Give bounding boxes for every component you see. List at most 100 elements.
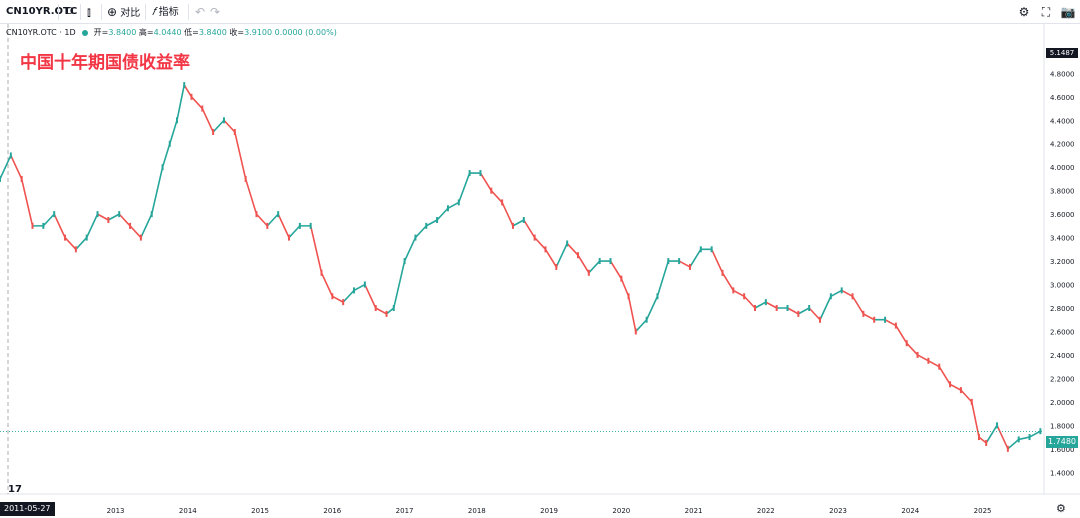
data-point <box>161 164 164 171</box>
data-point <box>645 316 648 323</box>
data-point <box>905 340 908 347</box>
data-point <box>634 328 637 335</box>
low-label: 低= <box>184 28 199 37</box>
data-point <box>667 258 670 265</box>
data-point <box>436 217 439 223</box>
data-point <box>277 211 280 218</box>
fx-icon: 𝑓 <box>152 5 156 18</box>
data-point <box>862 310 865 317</box>
data-point <box>331 293 334 300</box>
data-point <box>522 217 525 223</box>
high-value: 4.0440 <box>153 28 182 37</box>
data-point <box>938 363 941 370</box>
redo-icon[interactable]: ↷ <box>210 5 221 19</box>
camera-icon[interactable]: 📷 <box>1060 5 1076 19</box>
data-point <box>96 211 99 218</box>
data-point <box>150 211 153 218</box>
last-price-badge: 1.7480 <box>1046 436 1078 448</box>
series-segment <box>609 260 623 280</box>
series-segment <box>10 154 23 180</box>
data-point <box>754 305 757 311</box>
data-point <box>808 305 811 311</box>
data-point <box>786 305 789 311</box>
series-segment <box>140 213 153 239</box>
data-point <box>479 170 482 177</box>
series-segment <box>978 436 988 444</box>
data-point <box>829 293 832 300</box>
indicators-button[interactable]: 𝑓 指标 <box>152 0 179 24</box>
y-tick-label: 3.6000 <box>1050 211 1075 219</box>
data-point <box>873 316 876 323</box>
x-tick-label: 2016 <box>323 507 341 515</box>
series-segment <box>689 248 702 268</box>
y-tick-label: 1.8000 <box>1050 422 1075 430</box>
series-segment <box>830 289 843 298</box>
x-tick-label: 2017 <box>396 507 414 515</box>
data-point <box>819 316 822 323</box>
series-segment <box>288 225 301 239</box>
series-segment <box>754 301 767 309</box>
price-chart[interactable]: 5.00004.80004.60004.40004.20004.00003.80… <box>0 24 1080 518</box>
x-tick-label: 2022 <box>757 507 775 515</box>
toolbar-divider <box>188 4 189 20</box>
series-segment <box>905 342 919 356</box>
series-segment <box>42 213 55 227</box>
series-segment <box>970 401 980 438</box>
toolbar-divider <box>58 4 59 20</box>
series-segment <box>96 213 110 221</box>
data-point <box>587 269 590 276</box>
data-point <box>425 222 428 229</box>
data-point <box>190 93 193 100</box>
fullscreen-icon[interactable]: ⛶ <box>1041 5 1051 19</box>
x-tick-label: 2023 <box>829 507 847 515</box>
data-point <box>764 299 767 306</box>
x-tick-label: 2025 <box>974 507 992 515</box>
series-segment <box>916 354 930 362</box>
toolbar-divider <box>145 4 146 20</box>
high-label: 高= <box>138 28 154 37</box>
scale-settings-icon[interactable]: ⚙ <box>1056 502 1066 515</box>
series-segment <box>627 295 637 333</box>
x-tick-label: 2015 <box>251 507 269 515</box>
data-point <box>374 305 377 311</box>
data-point <box>85 234 88 241</box>
x-tick-label: 2024 <box>901 507 919 515</box>
undo-icon[interactable]: ↶ <box>195 5 206 19</box>
settings-icon[interactable]: ⚙ <box>1018 5 1030 19</box>
series-segment <box>255 213 269 227</box>
status-dot <box>81 29 88 36</box>
data-point <box>342 299 345 306</box>
interval-button[interactable]: D <box>66 6 74 17</box>
data-point <box>678 258 681 265</box>
x-tick-label: 2020 <box>612 507 630 515</box>
compare-button[interactable]: ⊕ 对比 <box>107 0 140 24</box>
series-segment <box>176 84 186 122</box>
series-segment <box>938 365 951 386</box>
plus-circle-icon: ⊕ <box>107 5 118 19</box>
series-segment <box>385 307 395 315</box>
compare-label: 对比 <box>120 8 141 19</box>
data-point <box>627 293 630 300</box>
bar-style-icon[interactable]: ⫾ <box>87 5 91 19</box>
data-point <box>414 234 417 241</box>
data-point <box>985 439 988 446</box>
toolbar-divider <box>101 4 102 20</box>
series-segment <box>201 107 214 133</box>
data-point <box>42 222 45 229</box>
data-point <box>353 287 356 294</box>
data-point <box>996 422 999 429</box>
series-segment <box>447 201 460 210</box>
series-segment <box>884 318 897 327</box>
y-tick-label: 1.4000 <box>1050 469 1075 477</box>
data-point <box>176 117 179 124</box>
y-tick-label: 3.0000 <box>1050 282 1075 290</box>
y-tick-label: 2.0000 <box>1050 399 1075 407</box>
series-segment <box>797 307 810 315</box>
data-point <box>363 281 366 288</box>
data-point <box>851 293 854 300</box>
data-point <box>107 217 110 223</box>
x-tick-label: 2018 <box>468 507 486 515</box>
symbol-search[interactable]: CN10YR.OTC <box>6 6 78 17</box>
y-tick-label: 4.8000 <box>1050 70 1075 78</box>
series-segment <box>0 154 12 180</box>
